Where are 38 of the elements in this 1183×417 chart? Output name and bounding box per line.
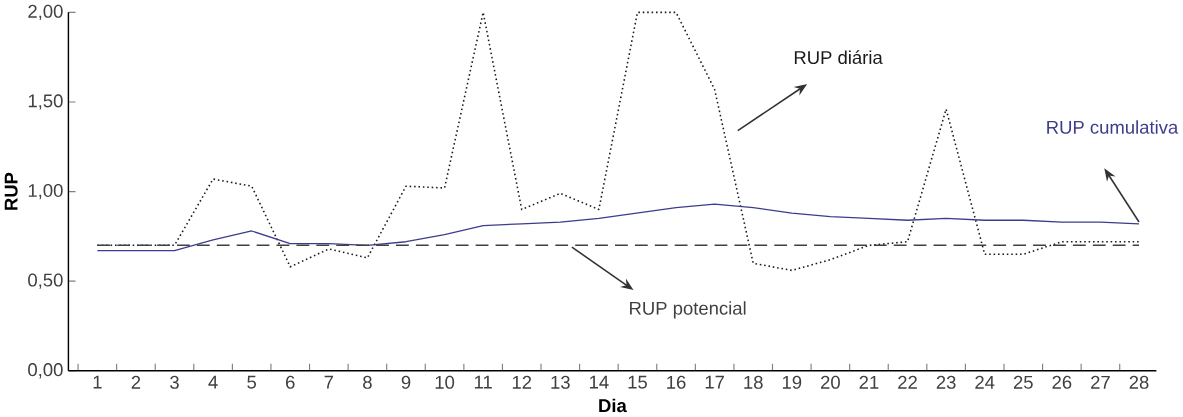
x-tick-label: 14 [590,375,609,389]
x-tick-label: 23 [936,375,956,389]
x-tick-label: 27 [1091,375,1110,389]
y-tick-label: 1,00 [28,183,63,200]
x-tick-label: 28 [1129,375,1149,389]
x-tick-label: 3 [170,375,179,389]
y-axis-title: RUP [4,172,18,210]
x-tick-label: 25 [1013,375,1033,389]
y-tick-label: 0,50 [28,273,63,289]
x-tick-label: 8 [363,375,372,389]
x-axis-title: Dia [599,398,627,413]
x-tick-label: 18 [744,375,763,389]
legend-label: RUP potencial [630,301,746,319]
x-tick-label: 26 [1052,375,1072,389]
y-tick-label: 1,50 [28,94,63,110]
x-tick-label: 16 [667,375,686,389]
x-tick-label: 6 [286,375,295,389]
text: RUP cumulativa [1047,120,1179,134]
x-tick-label: 15 [628,375,647,389]
x-tick-label: 5 [247,375,257,389]
y-tick-label: 2,00 [28,4,63,21]
text: RUP diária [794,50,883,65]
x-tick-label: 13 [551,375,570,389]
x-tick-label: 1 [93,375,102,389]
x-tick-label: 4 [208,375,218,389]
x-tick-label: 20 [821,375,840,389]
x-tick-label: 11 [474,375,492,389]
x-tick-label: 17 [705,375,724,389]
x-tick-label: 21 [859,375,879,389]
x-tick-label: 9 [401,375,411,389]
x-tick-label: 2 [131,375,141,389]
x-tick-label: 7 [324,375,334,389]
x-tick-label: 22 [898,375,917,389]
x-tick-label: 12 [512,375,532,389]
x-tick-label: 24 [975,375,995,389]
y-tick-label: 0,00 [28,363,63,379]
x-tick-label: 19 [782,375,802,389]
x-tick-label: 10 [435,375,455,389]
